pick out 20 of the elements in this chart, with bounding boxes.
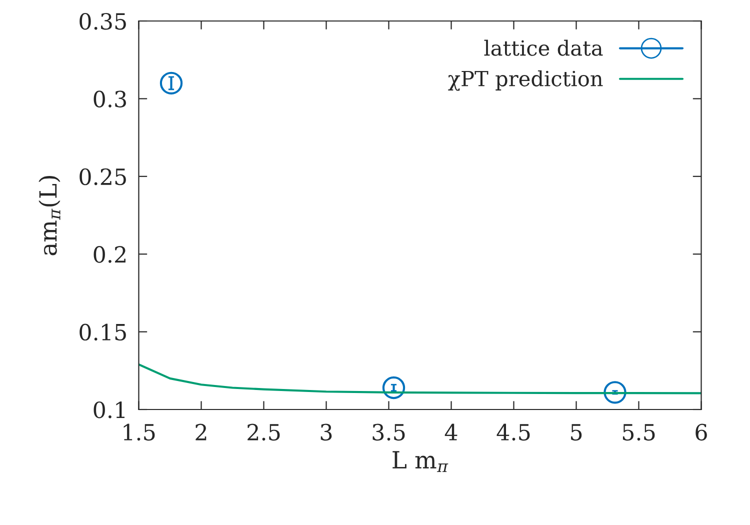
y-tick-label: 0.35 [80,12,126,30]
y-tick-label: 0.15 [80,324,126,341]
y-tick-label: 0.2 [94,246,126,263]
x-tick-label: 3.5 [372,424,405,441]
y-axis-title: am$_{π}$(L) [38,176,60,256]
y-tick-label: 0.25 [80,168,126,186]
y-tick-label: 0.3 [94,90,126,108]
x-tick-label: 5 [571,424,582,441]
x-tick-label: 6 [696,424,707,441]
x-tick-label: 5.5 [622,424,655,441]
x-tick-label: 1.5 [124,424,155,441]
x-tick-label: 2.5 [248,424,280,441]
legend-label: χPT prediction [448,70,603,91]
x-tick-label: 3 [320,424,332,441]
y-tick-label: 0.1 [94,401,124,418]
x-axis-title: L m$_{π}$ [392,451,448,472]
legend-label: lattice data [484,40,603,56]
x-tick-label: 4 [444,424,458,440]
x-tick-label: 4.5 [496,424,530,441]
x-tick-label: 2 [196,424,206,440]
